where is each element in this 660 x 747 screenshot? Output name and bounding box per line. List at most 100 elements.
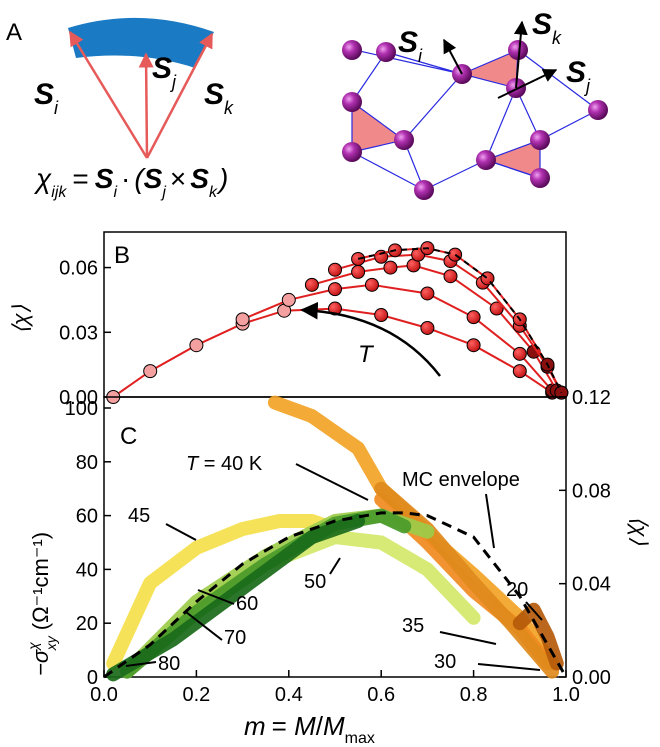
- lattice-sk-label: Sk: [532, 8, 562, 48]
- panel-c-ylabel: −σχ xy(Ω⁻¹cm⁻¹): [25, 532, 59, 676]
- ytick-label: 40: [76, 559, 98, 581]
- data-point: [420, 320, 435, 335]
- data-point: [443, 269, 458, 284]
- ytick-right-label: 0.04: [572, 574, 611, 596]
- vector-si-arrow: [68, 30, 149, 159]
- series-80-line: [106, 514, 366, 682]
- data-point: [374, 308, 389, 323]
- ann-t40-leader: [295, 463, 369, 501]
- ann-35: 35: [402, 615, 424, 637]
- lattice-sj-label: Sj: [566, 56, 591, 96]
- ann-t40: T = 40 K: [186, 453, 263, 475]
- data-point: [189, 338, 204, 353]
- ann-50: 50: [304, 571, 326, 593]
- series-line: [242, 283, 553, 392]
- panel-c: C 0.0 0.2 0.4 0.6 0.8 1.00204060801000.000.04…: [25, 387, 652, 747]
- data-point: [489, 301, 504, 316]
- atom: [342, 92, 362, 112]
- data-point: [466, 310, 481, 325]
- spin-arrow: [513, 20, 528, 89]
- data-point: [304, 277, 319, 292]
- ytick-label: 0.06: [59, 258, 98, 280]
- ytick-label: 100: [65, 398, 98, 420]
- vector-sk-label: Sk: [204, 78, 234, 118]
- ann-80-leader: [125, 661, 157, 667]
- data-point: [328, 282, 342, 297]
- data-point: [364, 277, 379, 292]
- xtick-label: 0.2: [182, 684, 210, 706]
- xtick-label: 1.0: [552, 684, 580, 706]
- ann-45-leader: [165, 523, 197, 541]
- ann-mc: MC envelope: [402, 469, 520, 491]
- ann-20-leader: [525, 601, 543, 621]
- panel-b-letter: B: [114, 242, 130, 269]
- atom: [342, 142, 362, 162]
- ytick-label: 60: [76, 506, 98, 528]
- ann-80: 80: [158, 653, 180, 675]
- data-point: [351, 251, 366, 266]
- ytick-right-label: 0.12: [572, 387, 611, 409]
- panel-b-ylabel: ⟨χ⟩: [8, 304, 33, 334]
- data-point: [383, 260, 398, 275]
- ann-30: 30: [434, 651, 456, 673]
- ann-70-leader: [185, 611, 223, 641]
- data-point: [466, 338, 481, 353]
- t-arrow-label: T: [358, 341, 375, 368]
- data-point: [281, 292, 296, 307]
- atom: [376, 42, 396, 62]
- atom: [530, 168, 550, 188]
- data-point: [328, 301, 342, 316]
- vector-sj-arrow: [138, 52, 154, 159]
- panel-c-frame: [103, 396, 567, 678]
- xtick-label: 0.4: [275, 684, 303, 706]
- vector-si-label: Si: [34, 78, 59, 118]
- triangle-left: [351, 100, 406, 153]
- panel-c-xlabel: m = M/Mmax: [244, 711, 375, 747]
- xtick-label: 0.6: [367, 684, 395, 706]
- solid-angle-cap: [68, 17, 214, 69]
- panel-c-axis-ticks: 0.0 0.2 0.4 0.6 0.8 1.0 0 20 40 60 80 100 0.00 0.04 0.…: [65, 387, 611, 706]
- atom: [530, 130, 550, 150]
- panel-c-series: [106, 395, 564, 682]
- ann-30-leader: [477, 663, 541, 671]
- panel-b-series: [106, 241, 569, 404]
- data-point: [448, 247, 463, 262]
- data-point: [351, 264, 366, 279]
- lattice-si-label: Si: [398, 26, 423, 66]
- data-point: [512, 346, 527, 361]
- ytick-label: 0.00: [59, 387, 98, 409]
- panel-a-letter: A: [6, 19, 22, 46]
- ytick-right-label: 0.00: [572, 667, 611, 689]
- envelope-line: [357, 247, 563, 394]
- bonds: [345, 47, 599, 191]
- atom: [508, 40, 528, 60]
- atom: [342, 40, 362, 60]
- atom: [476, 150, 496, 170]
- panel-c-letter: C: [120, 423, 137, 450]
- ytick-label: 0: [87, 667, 98, 689]
- chirality-formula: χijk = Si · (Sj × Sk): [33, 163, 228, 201]
- vector-sj-label: Sj: [152, 52, 177, 92]
- spin-arrow: [497, 69, 558, 99]
- series-line: [112, 307, 553, 398]
- data-point: [512, 364, 527, 379]
- ann-20: 20: [506, 579, 528, 601]
- ann-50-leader: [329, 557, 341, 575]
- ytick-label: 20: [76, 613, 98, 635]
- ann-45: 45: [128, 505, 150, 527]
- ann-35-leader: [439, 631, 497, 645]
- ytick-right-label: 0.08: [572, 480, 611, 502]
- ann-mc-leader: [485, 493, 495, 549]
- xtick-label: 0.0: [90, 684, 118, 706]
- data-point: [143, 364, 158, 379]
- data-point: [235, 312, 250, 327]
- data-point: [420, 286, 435, 301]
- data-point: [328, 262, 342, 277]
- panel-a: A Si Sj Sk χijk = Si · (Sj × Sk): [6, 8, 608, 201]
- atom: [588, 100, 608, 120]
- ann-60-leader: [197, 589, 235, 605]
- ann-60: 60: [236, 593, 258, 615]
- ytick-label: 0.03: [59, 322, 98, 344]
- panel-c-ylabel-right: ⟨χ⟩: [627, 516, 652, 546]
